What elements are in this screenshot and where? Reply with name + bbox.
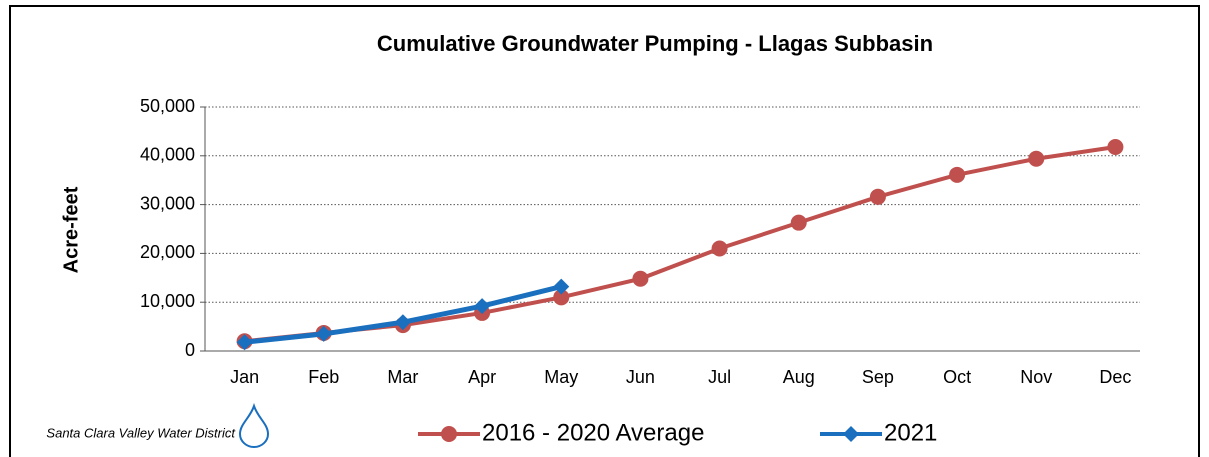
x-tick-label: Mar [387, 367, 418, 387]
x-tick-label: Oct [943, 367, 971, 387]
series-line [244, 145, 1116, 344]
point [1028, 150, 1045, 167]
y-tick-label: 40,000 [140, 145, 195, 165]
y-axis-label: Acre-feet [60, 186, 82, 273]
point [474, 298, 491, 315]
y-tick-label: 20,000 [140, 242, 195, 262]
x-tick-label: May [544, 367, 578, 387]
y-tick-label: 0 [185, 340, 195, 360]
point [790, 214, 807, 231]
x-tick-label: Jan [230, 367, 259, 387]
point [711, 240, 728, 257]
x-tick-label: Apr [468, 367, 496, 387]
point [236, 334, 253, 351]
chart-title: Cumulative Groundwater Pumping - Llagas … [377, 31, 933, 56]
logo-drop [238, 402, 270, 448]
point [1107, 139, 1124, 156]
point [553, 278, 570, 295]
point [869, 188, 886, 205]
x-tick-label: Dec [1099, 367, 1131, 387]
point [632, 270, 649, 287]
point [553, 289, 570, 306]
x-tick-label: Nov [1020, 367, 1052, 387]
y-tick-label: 10,000 [140, 291, 195, 311]
legend-marker [441, 426, 457, 442]
y-tick-label: 50,000 [140, 96, 195, 116]
point [949, 166, 966, 183]
point [394, 314, 411, 331]
legend-label: 2021 [884, 419, 937, 446]
x-tick-label: Jun [626, 367, 655, 387]
x-tick-label: Feb [308, 367, 339, 387]
x-tick-label: Sep [862, 367, 894, 387]
x-tick-label: Aug [783, 367, 815, 387]
x-tick-label: Jul [708, 367, 731, 387]
legend-marker [843, 426, 859, 442]
point [315, 325, 332, 342]
logo-text: Santa Clara Valley Water District [46, 425, 236, 440]
y-tick-label: 30,000 [140, 193, 195, 213]
chart-frame [9, 5, 1200, 457]
legend-label: 2016 - 2020 Average [482, 419, 704, 446]
